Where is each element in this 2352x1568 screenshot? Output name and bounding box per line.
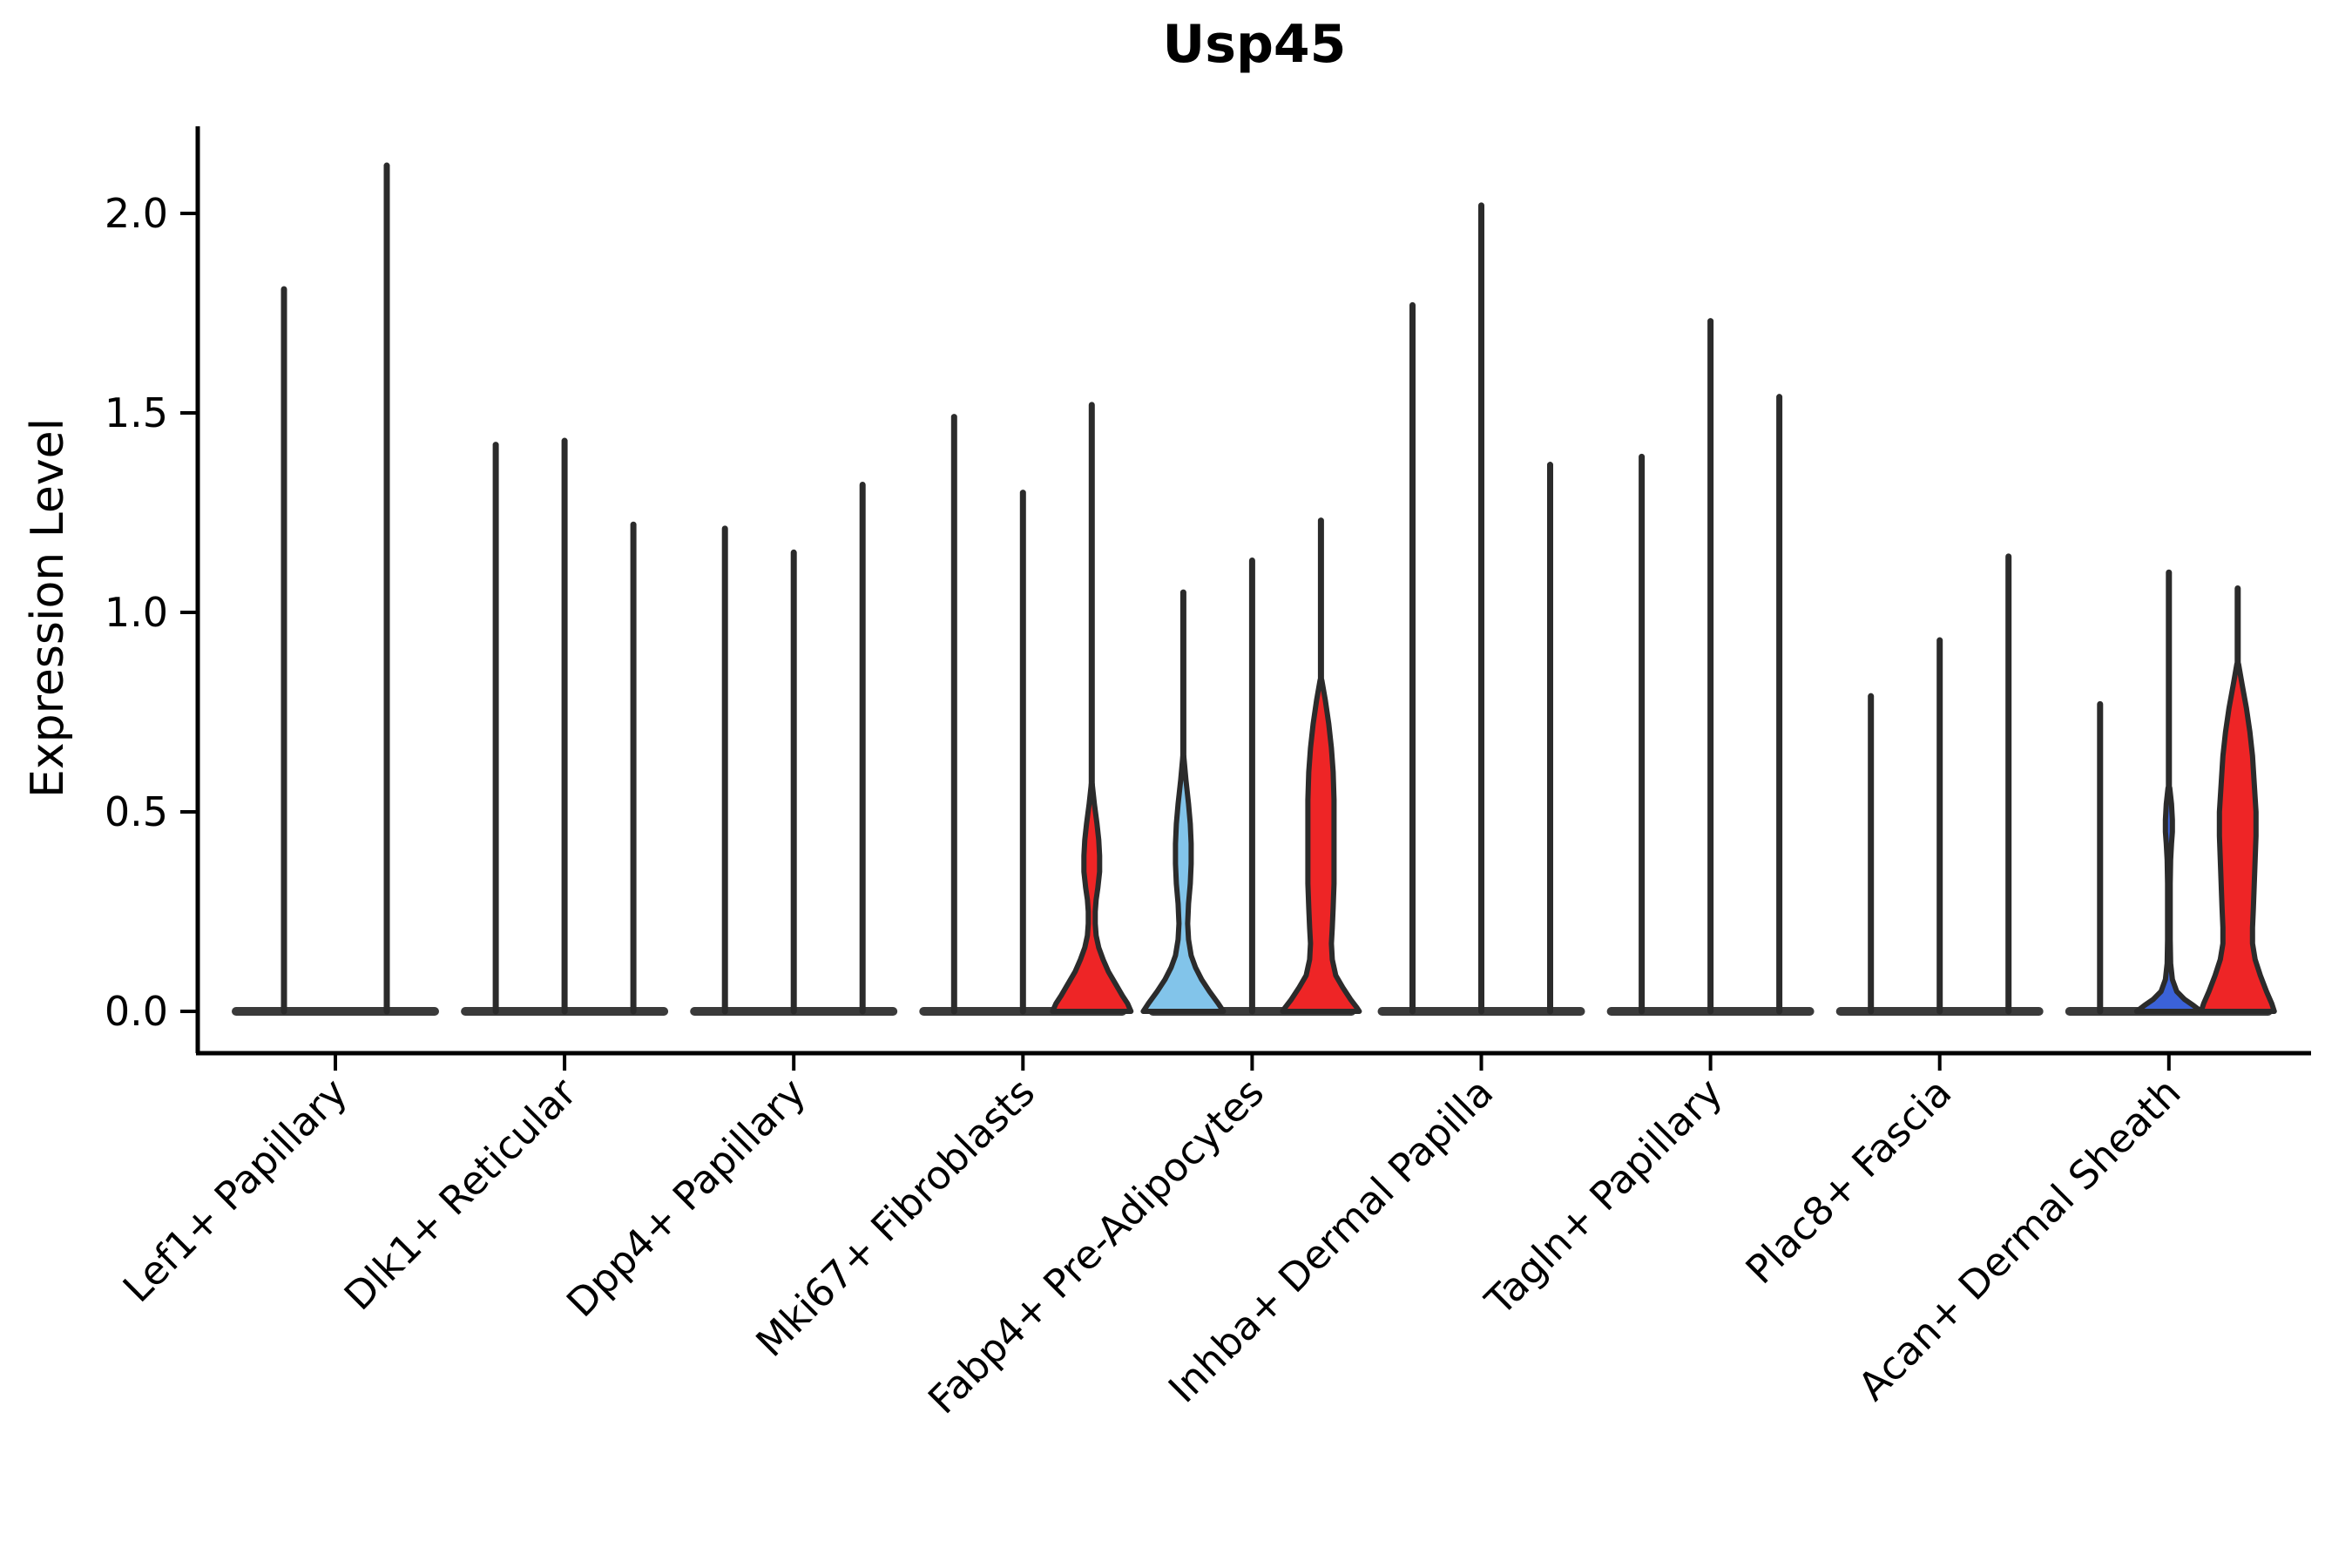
y-tick-label: 0.5 — [105, 788, 168, 835]
y-tick-label: 1.5 — [105, 389, 168, 436]
x-category-label: Dlk1+ Reticular — [335, 1069, 585, 1319]
y-tick-label: 1.0 — [105, 589, 168, 636]
y-tick-label: 2.0 — [105, 190, 168, 237]
y-tick-label: 0.0 — [105, 988, 168, 1035]
x-category-label: Tagln+ Papillary — [1476, 1069, 1731, 1324]
violin-light_blue — [1140, 753, 1227, 1014]
violin-royal_blue — [2133, 785, 2204, 1014]
violin-red — [1280, 677, 1362, 1014]
plot-title: Usp45 — [1162, 14, 1347, 75]
x-category-label: Dpp4+ Papillary — [558, 1069, 814, 1326]
violin-red — [2198, 661, 2277, 1014]
x-category-label: Lef1+ Papillary — [114, 1069, 356, 1311]
violin-baseline — [232, 1007, 439, 1016]
x-category-label: Plac8+ Fascia — [1737, 1069, 1961, 1293]
violin-red — [1050, 781, 1134, 1014]
